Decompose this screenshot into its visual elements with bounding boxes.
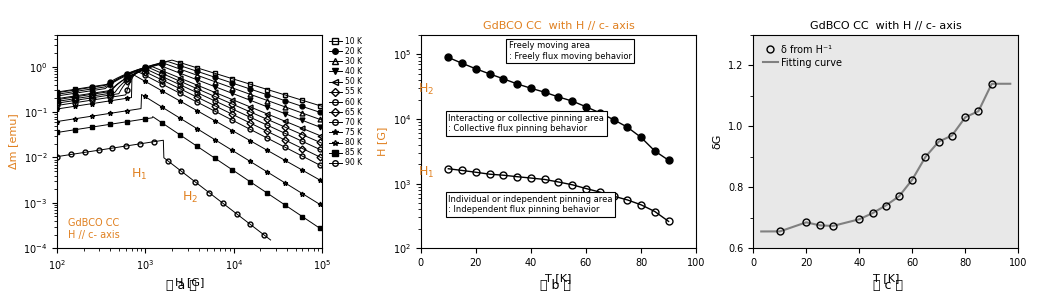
Fitting curve bbox=[911, 168, 924, 172]
X-axis label: T [K]: T [K] bbox=[873, 274, 899, 284]
δ from H⁻¹ bbox=[920, 155, 932, 159]
Legend: 10 K, 20 K, 30 K, 40 K, 50 K, 55 K, 60 K, 65 K, 70 K, 75 K, 80 K, 85 K, 90 K: 10 K, 20 K, 30 K, 40 K, 50 K, 55 K, 60 K… bbox=[328, 37, 362, 168]
Fitting curve bbox=[935, 139, 948, 142]
Text: GdBCO CC
H // c- axis: GdBCO CC H // c- axis bbox=[68, 218, 119, 240]
δ from H⁻¹ bbox=[959, 116, 971, 119]
Text: H$_2$: H$_2$ bbox=[182, 190, 197, 205]
δ from H⁻¹ bbox=[867, 211, 879, 215]
Text: H$_1$: H$_1$ bbox=[418, 165, 434, 180]
Fitting curve bbox=[784, 226, 797, 229]
Fitting curve bbox=[986, 82, 998, 86]
δ from H⁻¹ bbox=[973, 110, 985, 113]
Title: GdBCO CC  with H // c- axis: GdBCO CC with H // c- axis bbox=[809, 22, 962, 32]
δ from H⁻¹ bbox=[827, 224, 840, 228]
δ from H⁻¹ bbox=[853, 218, 865, 221]
Text: Individual or independent pinning area
: Independent flux pinning behavior: Individual or independent pinning area :… bbox=[449, 195, 613, 214]
δ from H⁻¹ bbox=[906, 178, 918, 181]
Text: （ b ）: （ b ） bbox=[540, 279, 571, 292]
δ from H⁻¹ bbox=[814, 224, 826, 227]
Text: （ c ）: （ c ） bbox=[874, 279, 903, 292]
Y-axis label: Δm [emu]: Δm [emu] bbox=[7, 114, 18, 169]
δ from H⁻¹ bbox=[773, 230, 787, 233]
δ from H⁻¹ bbox=[893, 195, 905, 198]
X-axis label: T [K]: T [K] bbox=[545, 274, 571, 284]
Fitting curve bbox=[1004, 82, 1016, 86]
Text: Freely moving area
: Freely flux moving behavior: Freely moving area : Freely flux moving … bbox=[509, 41, 632, 61]
δ from H⁻¹ bbox=[879, 204, 891, 207]
Text: H$_2$: H$_2$ bbox=[418, 81, 434, 97]
Y-axis label: H [G]: H [G] bbox=[377, 127, 388, 156]
δ from H⁻¹ bbox=[800, 220, 812, 224]
Y-axis label: δG: δG bbox=[713, 134, 722, 149]
Text: Interacting or collective pinning area
: Collective flux pinning behavior: Interacting or collective pinning area :… bbox=[449, 114, 605, 133]
Line: Fitting curve: Fitting curve bbox=[762, 84, 1010, 232]
Title: GdBCO CC  with H // c- axis: GdBCO CC with H // c- axis bbox=[482, 22, 635, 32]
X-axis label: H [G]: H [G] bbox=[175, 277, 205, 287]
δ from H⁻¹ bbox=[933, 140, 945, 143]
Fitting curve bbox=[936, 138, 949, 142]
δ from H⁻¹ bbox=[985, 82, 997, 86]
Text: （ a ）: （ a ） bbox=[166, 279, 197, 292]
Line: δ from H⁻¹: δ from H⁻¹ bbox=[776, 80, 995, 235]
Text: H$_1$: H$_1$ bbox=[131, 167, 148, 182]
Fitting curve bbox=[854, 217, 867, 221]
Fitting curve bbox=[836, 222, 849, 225]
Fitting curve bbox=[755, 230, 768, 233]
Legend: δ from H⁻¹, Fitting curve: δ from H⁻¹, Fitting curve bbox=[758, 40, 848, 72]
δ from H⁻¹ bbox=[945, 134, 958, 137]
